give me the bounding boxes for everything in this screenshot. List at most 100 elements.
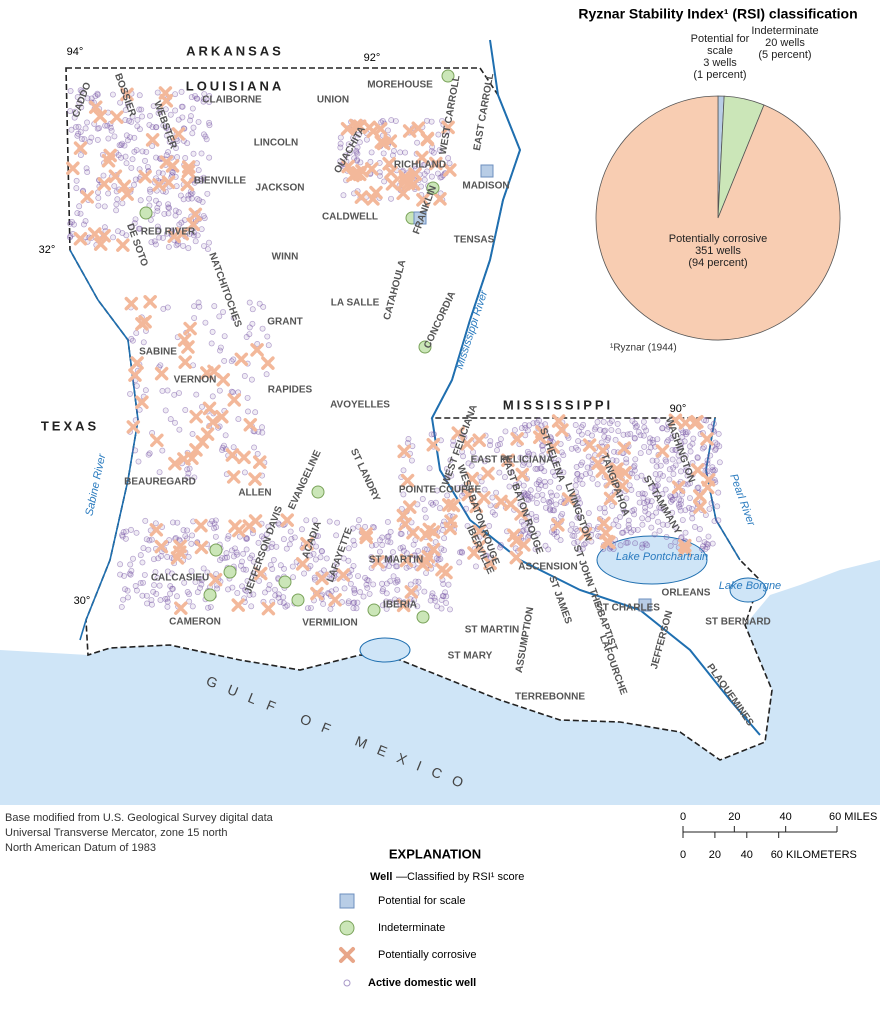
domestic-well: [169, 140, 176, 147]
domestic-well: [289, 563, 296, 570]
x-stroke: [467, 546, 481, 560]
domestic-well: [185, 195, 192, 202]
domestic-well: [245, 408, 251, 415]
scale-tick-label: 0: [680, 849, 686, 861]
domestic-well: [206, 239, 212, 246]
domestic-well: [660, 472, 666, 479]
domestic-well: [142, 517, 149, 524]
domestic-well: [460, 453, 467, 460]
wells: [66, 69, 723, 624]
domestic-well: [195, 167, 202, 174]
pie-label: Potentially corrosive 351 wells (94 percen…: [658, 233, 778, 269]
domestic-well: [207, 520, 214, 527]
domestic-well: [146, 186, 153, 193]
corrosive-well: [383, 134, 398, 148]
domestic-well: [332, 586, 339, 593]
domestic-well: [159, 170, 166, 177]
domestic-well: [216, 387, 223, 394]
domestic-well: [167, 590, 173, 597]
domestic-well: [146, 121, 153, 128]
domestic-well: [250, 570, 257, 577]
domestic-well: [311, 576, 318, 583]
domestic-well: [353, 605, 360, 612]
x-stroke: [668, 413, 683, 428]
corrosive-well: [261, 356, 275, 370]
domestic-well: [113, 201, 120, 208]
water-label: Pearl River: [727, 472, 757, 528]
x-stroke: [399, 172, 413, 186]
x-stroke: [617, 441, 631, 455]
domestic-well: [185, 553, 192, 560]
x-stroke: [154, 366, 169, 381]
domestic-well: [428, 118, 435, 125]
domestic-well: [689, 515, 696, 522]
domestic-well: [577, 500, 584, 506]
domestic-well: [656, 527, 663, 534]
corrosive-well: [693, 500, 707, 514]
x-stroke: [159, 94, 174, 108]
domestic-well: [463, 505, 470, 512]
domestic-well: [102, 122, 109, 129]
domestic-well: [679, 517, 686, 523]
x-stroke: [171, 127, 186, 141]
domestic-well: [188, 540, 195, 547]
lake-pontchartrain: [596, 535, 708, 585]
corrosive-well: [145, 133, 160, 147]
domestic-well: [213, 571, 220, 577]
domestic-well: [145, 546, 152, 553]
corrosive-well: [406, 177, 421, 191]
domestic-well: [652, 471, 659, 478]
x-stroke: [603, 491, 618, 506]
domestic-well: [124, 101, 131, 108]
domestic-well: [137, 197, 144, 204]
domestic-well: [532, 465, 539, 472]
domestic-well: [200, 212, 207, 219]
domestic-well: [105, 135, 112, 142]
domestic-well: [104, 122, 111, 129]
corrosive-well: [655, 444, 670, 458]
domestic-well: [651, 531, 658, 538]
corrosive-well: [232, 523, 246, 538]
domestic-well: [704, 457, 711, 464]
domestic-well: [574, 447, 581, 453]
parish-label: MADISON: [462, 181, 509, 192]
parish-label: BIENVILLE: [194, 176, 247, 187]
corrosive-well: [369, 185, 383, 200]
coordinate-label: 90°: [670, 403, 687, 415]
x-stroke: [398, 517, 412, 531]
x-stroke: [280, 513, 294, 527]
domestic-well: [122, 107, 129, 114]
domestic-well: [217, 347, 223, 354]
corrosive-well: [93, 109, 107, 124]
domestic-well: [156, 469, 163, 476]
domestic-well: [657, 462, 664, 469]
domestic-well: [73, 124, 79, 131]
domestic-well: [140, 339, 147, 346]
corrosive-well: [451, 426, 466, 440]
domestic-well: [493, 489, 500, 496]
domestic-well: [115, 152, 122, 159]
domestic-well: [173, 242, 180, 249]
domestic-well: [255, 539, 262, 546]
domestic-well: [244, 394, 251, 401]
water-label: Lake Borgne: [719, 580, 781, 592]
domestic-well: [448, 472, 455, 479]
domestic-well: [243, 566, 249, 573]
domestic-well: [605, 434, 612, 441]
x-stroke: [494, 494, 508, 509]
domestic-well: [193, 95, 200, 102]
domestic-well: [95, 195, 102, 201]
domestic-well: [428, 173, 435, 180]
legend-label: Potential for scale: [378, 895, 465, 907]
domestic-well: [579, 480, 586, 487]
corrosive-well: [186, 217, 200, 232]
corrosive-well: [700, 480, 715, 495]
domestic-well: [198, 581, 205, 588]
domestic-well: [269, 566, 276, 572]
corrosive-well: [300, 536, 314, 551]
corrosive-well: [690, 463, 705, 477]
x-stroke: [178, 355, 192, 369]
domestic-well: [148, 239, 155, 246]
domestic-well: [644, 542, 651, 549]
x-stroke: [88, 100, 103, 114]
